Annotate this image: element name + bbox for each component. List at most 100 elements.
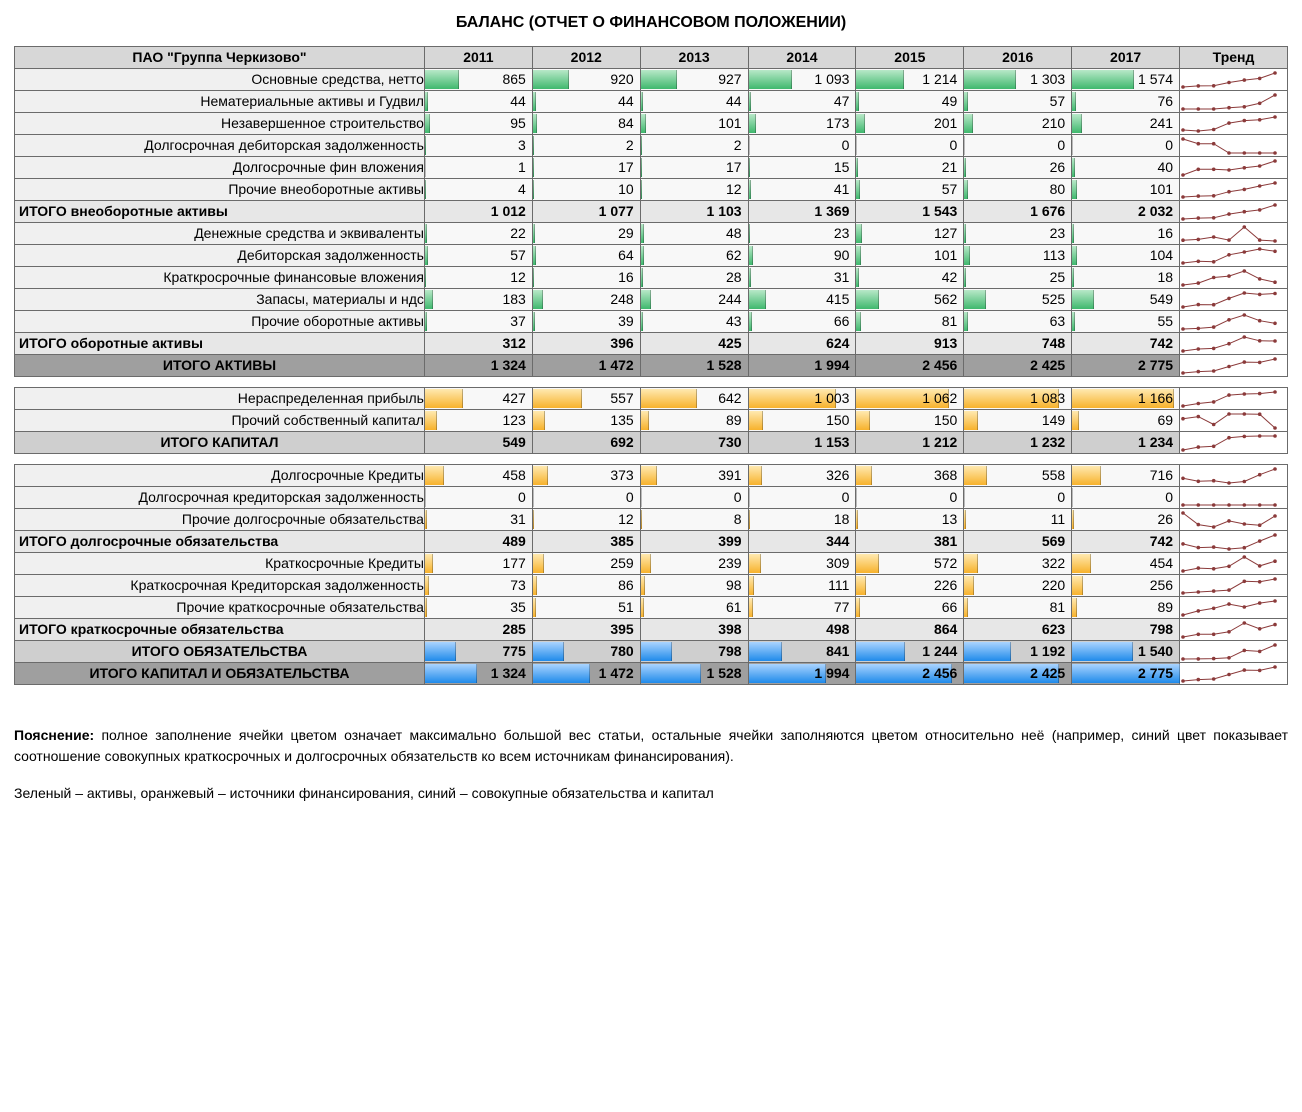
- row-label: Краткосрочная Кредиторская задолженность: [15, 575, 425, 597]
- value-cell: 31: [748, 267, 856, 289]
- row-label: Нераспределенная прибыль: [15, 388, 425, 410]
- trend-sparkline: [1180, 487, 1288, 509]
- value-cell: 61: [640, 597, 748, 619]
- row-label: ИТОГО краткосрочные обязательства: [15, 619, 425, 641]
- value-cell: 183: [424, 289, 532, 311]
- value-cell: 285: [424, 619, 532, 641]
- table-row: Запасы, материалы и ндс18324824441556252…: [15, 289, 1288, 311]
- trend-sparkline: [1180, 531, 1288, 553]
- value-cell: 149: [964, 410, 1072, 432]
- row-label: Незавершенное строительство: [15, 113, 425, 135]
- value-cell: 1 003: [748, 388, 856, 410]
- value-cell: 66: [856, 597, 964, 619]
- trend-sparkline: [1180, 267, 1288, 289]
- value-cell: 29: [532, 223, 640, 245]
- value-cell: 841: [748, 641, 856, 663]
- value-cell: 41: [748, 179, 856, 201]
- table-row: Дебиторская задолженность576462901011131…: [15, 245, 1288, 267]
- value-cell: 395: [532, 619, 640, 641]
- balance-block-1: Нераспределенная прибыль4275576421 0031 …: [14, 387, 1288, 454]
- table-row: ИТОГО долгосрочные обязательства48938539…: [15, 531, 1288, 553]
- value-cell: 1 994: [748, 355, 856, 377]
- value-cell: 177: [424, 553, 532, 575]
- value-cell: 23: [748, 223, 856, 245]
- value-cell: 55: [1072, 311, 1180, 333]
- value-cell: 2 456: [856, 663, 964, 685]
- value-cell: 368: [856, 465, 964, 487]
- value-cell: 89: [1072, 597, 1180, 619]
- explanation-label: Пояснение:: [14, 727, 94, 743]
- trend-sparkline: [1180, 245, 1288, 267]
- value-cell: 4: [424, 179, 532, 201]
- value-cell: 865: [424, 69, 532, 91]
- value-cell: 1 232: [964, 432, 1072, 454]
- value-cell: 101: [1072, 179, 1180, 201]
- table-row: Краткросрочные финансовые вложения121628…: [15, 267, 1288, 289]
- row-label: Нематериальные активы и Гудвил: [15, 91, 425, 113]
- value-cell: 1 012: [424, 201, 532, 223]
- value-cell: 385: [532, 531, 640, 553]
- trend-sparkline: [1180, 333, 1288, 355]
- table-row: Долгосрочные фин вложения1171715212640: [15, 157, 1288, 179]
- table-row: Долгосрочная кредиторская задолженность0…: [15, 487, 1288, 509]
- value-cell: 398: [640, 619, 748, 641]
- value-cell: 35: [424, 597, 532, 619]
- value-cell: 692: [532, 432, 640, 454]
- row-label: Краткросрочные финансовые вложения: [15, 267, 425, 289]
- value-cell: 80: [964, 179, 1072, 201]
- value-cell: 1 103: [640, 201, 748, 223]
- table-row: ИТОГО КАПИТАЛ И ОБЯЗАТЕЛЬСТВА1 3241 4721…: [15, 663, 1288, 685]
- value-cell: 49: [856, 91, 964, 113]
- trend-sparkline: [1180, 135, 1288, 157]
- value-cell: 101: [856, 245, 964, 267]
- value-cell: 18: [748, 509, 856, 531]
- value-cell: 44: [424, 91, 532, 113]
- value-cell: 1 192: [964, 641, 1072, 663]
- value-cell: 489: [424, 531, 532, 553]
- value-cell: 391: [640, 465, 748, 487]
- value-cell: 1 369: [748, 201, 856, 223]
- table-row: ИТОГО ОБЯЗАТЕЛЬСТВА7757807988411 2441 19…: [15, 641, 1288, 663]
- value-cell: 81: [964, 597, 1072, 619]
- color-legend: Зелeный – активы, оранжевый – источники …: [14, 785, 1288, 801]
- value-cell: 427: [424, 388, 532, 410]
- year-header: 2011: [424, 47, 532, 69]
- trend-sparkline: [1180, 597, 1288, 619]
- row-label: ИТОГО КАПИТАЛ: [15, 432, 425, 454]
- value-cell: 742: [1072, 531, 1180, 553]
- row-label: Долгосрочная дебиторская задолженность: [15, 135, 425, 157]
- value-cell: 73: [424, 575, 532, 597]
- value-cell: 1 472: [532, 663, 640, 685]
- value-cell: 0: [964, 487, 1072, 509]
- value-cell: 31: [424, 509, 532, 531]
- row-label: Дебиторская задолженность: [15, 245, 425, 267]
- value-cell: 123: [424, 410, 532, 432]
- value-cell: 11: [964, 509, 1072, 531]
- value-cell: 13: [856, 509, 964, 531]
- row-label: ИТОГО АКТИВЫ: [15, 355, 425, 377]
- value-cell: 0: [748, 487, 856, 509]
- trend-sparkline: [1180, 113, 1288, 135]
- trend-sparkline: [1180, 465, 1288, 487]
- year-header: 2016: [964, 47, 1072, 69]
- value-cell: 57: [964, 91, 1072, 113]
- value-cell: 69: [1072, 410, 1180, 432]
- row-label: Прочий собственный капитал: [15, 410, 425, 432]
- value-cell: 44: [640, 91, 748, 113]
- row-label: Долгосрочные Кредиты: [15, 465, 425, 487]
- value-cell: 798: [1072, 619, 1180, 641]
- value-cell: 425: [640, 333, 748, 355]
- table-row: Основные средства, нетто8659209271 0931 …: [15, 69, 1288, 91]
- value-cell: 642: [640, 388, 748, 410]
- balance-tables: ПАО "Группа Черкизово"201120122013201420…: [14, 46, 1288, 685]
- value-cell: 98: [640, 575, 748, 597]
- value-cell: 23: [964, 223, 1072, 245]
- value-cell: 17: [532, 157, 640, 179]
- trend-sparkline: [1180, 69, 1288, 91]
- value-cell: 127: [856, 223, 964, 245]
- value-cell: 66: [748, 311, 856, 333]
- table-row: Прочие внеоборотные активы41012415780101: [15, 179, 1288, 201]
- value-cell: 0: [532, 487, 640, 509]
- value-cell: 51: [532, 597, 640, 619]
- table-row: Нематериальные активы и Гудвил4444444749…: [15, 91, 1288, 113]
